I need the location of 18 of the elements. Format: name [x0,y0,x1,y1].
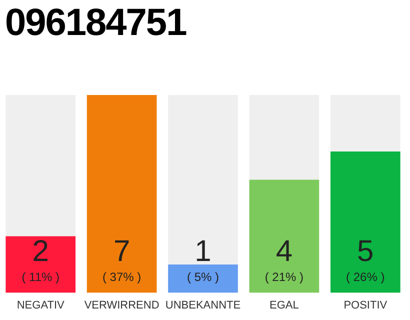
x-tick-label: POSITIV [344,299,388,312]
bar [6,236,76,293]
data-label: 5 [357,234,374,268]
x-tick-label: VERWIRREND [84,299,160,312]
annotation: ( 11% ) [22,270,60,284]
data-label: 7 [113,234,130,268]
data-label: 4 [276,234,293,268]
annotation: ( 5% ) [186,270,220,284]
x-tick-label: UNBEKANNTE [165,299,241,312]
annotation: ( 26% ) [346,270,385,284]
data-label: 1 [194,234,212,268]
x-tick-label: NEGATIV [16,299,65,312]
bar [168,264,238,293]
x-tick-label: EGAL [270,299,299,312]
annotation: ( 37% ) [102,270,142,284]
chart-title: 096184751 [5,1,188,46]
data-label: 2 [32,234,49,268]
annotation: ( 21% ) [264,270,304,284]
